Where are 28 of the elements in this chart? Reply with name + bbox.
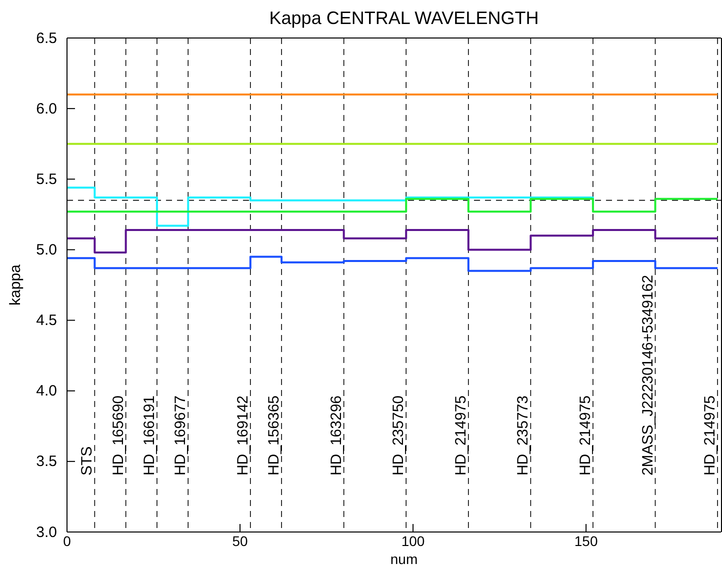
y-tick-label: 6.0 [36, 100, 57, 118]
ref-line-label: STS [78, 446, 96, 476]
x-tick-label: 0 [63, 532, 72, 549]
x-tick-label: 150 [574, 532, 598, 549]
y-tick-label: 6.5 [36, 30, 57, 47]
ref-line-label: HD_156365 [266, 395, 283, 476]
ref-line-label: HD_214975 [452, 395, 470, 476]
x-axis-title: num [390, 551, 418, 567]
ref-line-label: HD_166191 [140, 395, 158, 476]
x-tick-label: 100 [401, 532, 425, 549]
y-tick-label: 5.0 [36, 242, 57, 259]
ref-line-label: HD_235773 [514, 395, 532, 476]
chart-title: Kappa CENTRAL WAVELENGTH [269, 8, 539, 28]
ref-line-label: HD_214975 [576, 395, 594, 476]
y-tick-label: 4.0 [36, 382, 57, 400]
ref-line-label: HD_169677 [172, 395, 190, 476]
x-tick-label: 50 [232, 532, 248, 549]
ref-line-label: HD_169142 [234, 395, 252, 476]
y-axis-title: kappa [7, 264, 24, 306]
ref-line-label: HD_165690 [110, 395, 127, 476]
y-tick-label: 5.5 [36, 170, 57, 188]
y-tick-label: 4.5 [36, 312, 57, 330]
ref-line-label: HD_214975 [702, 395, 719, 476]
y-tick-label: 3.0 [36, 524, 57, 541]
ref-line-label: 2MASS_J22230146+5349162 [639, 274, 656, 476]
ref-line-label: HD_163296 [328, 395, 345, 476]
ref-line-label: HD_235750 [390, 395, 408, 476]
y-tick-label: 3.5 [36, 453, 57, 470]
